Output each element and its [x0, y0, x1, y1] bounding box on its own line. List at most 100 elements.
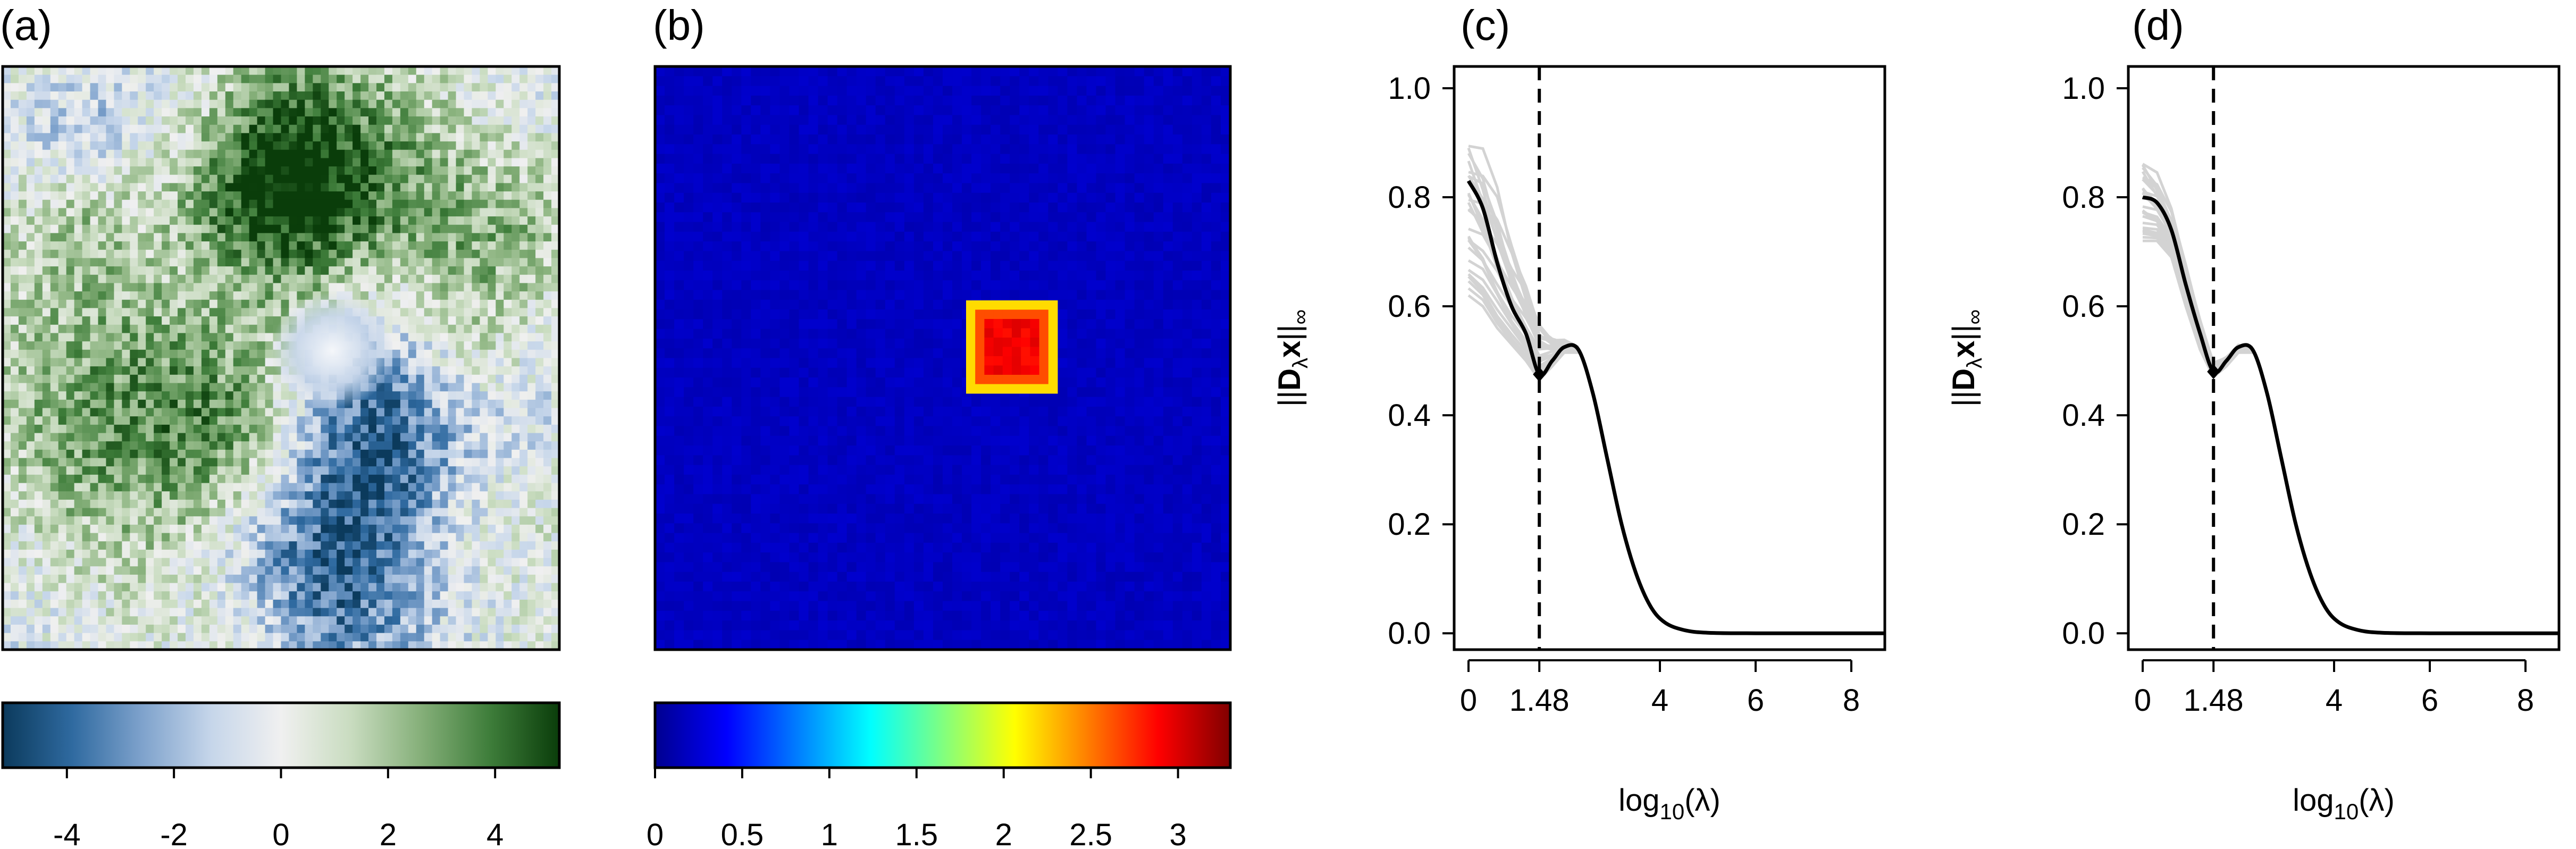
heatmap-cell: [98, 424, 107, 434]
heatmap-cell: [440, 308, 449, 317]
heatmap-cell: [50, 124, 59, 133]
heatmap-cell: [225, 258, 234, 267]
heatmap-cell: [1105, 66, 1116, 77]
heatmap-cell: [138, 416, 146, 425]
heatmap-cell: [551, 191, 559, 200]
heatmap-cell: [827, 66, 838, 77]
heatmap-cell: [504, 383, 512, 392]
heatmap-cell: [233, 399, 242, 409]
heatmap-cell: [154, 624, 162, 634]
heatmap-cell: [265, 583, 274, 592]
heatmap-cell: [146, 424, 154, 434]
heatmap-cell: [66, 358, 75, 367]
heatmap-cell: [329, 599, 337, 609]
heatmap-cell: [416, 349, 425, 359]
heatmap-cell: [10, 341, 19, 350]
heatmap-cell: [400, 441, 409, 450]
heatmap-cell: [456, 66, 465, 75]
heatmap-cell: [400, 299, 409, 309]
heatmap-cell: [193, 166, 202, 175]
heatmap-cell: [416, 533, 425, 542]
heatmap-cell: [170, 524, 178, 534]
heatmap-cell: [535, 641, 544, 650]
heatmap-cell: [217, 583, 226, 592]
heatmap-cell: [313, 174, 321, 183]
heatmap-cell: [170, 408, 178, 417]
heatmap-cell: [114, 258, 122, 267]
heatmap-cell: [241, 66, 250, 75]
heatmap-cell: [114, 391, 122, 400]
heatmap-cell: [289, 549, 298, 559]
heatmap-cell: [408, 641, 417, 650]
heatmap-cell: [66, 208, 75, 217]
heatmap-cell: [10, 366, 19, 375]
heatmap-cell: [655, 76, 665, 87]
heatmap-cell: [74, 408, 83, 417]
heatmap-cell: [58, 408, 67, 417]
heatmap-cell: [90, 133, 99, 142]
heatmap-cell: [217, 549, 226, 559]
heatmap-cell: [496, 466, 504, 475]
heatmap-cell: [448, 258, 457, 267]
heatmap-cell: [527, 291, 536, 300]
heatmap-cell: [416, 99, 425, 108]
heatmap-cell: [138, 116, 146, 125]
heatmap-cell: [368, 208, 377, 217]
heatmap-cell: [225, 149, 234, 158]
heatmap-cell: [305, 616, 313, 625]
heatmap-cell: [42, 341, 51, 350]
heatmap-cell: [353, 524, 361, 534]
heatmap-cell: [392, 291, 401, 300]
heatmap-cell: [18, 283, 27, 292]
heatmap-cell: [26, 591, 35, 600]
heatmap-cell: [527, 416, 536, 425]
heatmap-cell: [90, 249, 99, 259]
heatmap-cell: [353, 549, 361, 559]
heatmap-cell: [106, 624, 114, 634]
heatmap-cell: [257, 466, 266, 475]
heatmap-cell: [345, 141, 353, 150]
heatmap-cell: [981, 66, 991, 77]
heatmap-cell: [273, 399, 282, 409]
heatmap-cell: [114, 341, 122, 350]
heatmap-cell: [50, 608, 59, 617]
heatmap-cell: [26, 274, 35, 284]
heatmap-cell: [329, 266, 337, 275]
heatmap-cell: [241, 483, 250, 492]
heatmap-cell: [440, 349, 449, 359]
heatmap-cell: [281, 491, 290, 500]
heatmap-cell: [162, 66, 170, 75]
heatmap-cell: [313, 566, 321, 575]
heatmap-cell: [432, 191, 441, 200]
heatmap-cell: [345, 241, 353, 250]
heatmap-cell: [384, 166, 393, 175]
heatmap-cell: [535, 441, 544, 450]
heatmap-cell: [146, 391, 154, 400]
heatmap-cell: [162, 324, 170, 334]
heatmap-cell: [440, 116, 449, 125]
heatmap-cell: [456, 441, 465, 450]
heatmap-cell: [98, 99, 107, 108]
heatmap-cell: [106, 566, 114, 575]
heatmap-cell: [504, 616, 512, 625]
heatmap-cell: [241, 566, 250, 575]
heatmap-cell: [408, 183, 417, 192]
heatmap-cell: [193, 299, 202, 309]
heatmap-cell: [321, 533, 329, 542]
heatmap-cell: [456, 308, 465, 317]
heatmap-cell: [480, 291, 488, 300]
heatmap-cell: [424, 224, 433, 234]
heatmap-cell: [511, 616, 520, 625]
heatmap-cell: [305, 66, 313, 75]
heatmap-cell: [392, 641, 401, 650]
heatmap-cell: [456, 633, 465, 642]
heatmap-cell: [496, 391, 504, 400]
heatmap-cell: [424, 399, 433, 409]
heatmap-cell: [353, 191, 361, 200]
heatmap-cell: [305, 141, 313, 150]
heatmap-cell: [170, 124, 178, 133]
heatmap-cell: [10, 166, 19, 175]
heatmap-cell: [440, 566, 449, 575]
heatmap-cell: [384, 66, 393, 75]
heatmap-cell: [26, 74, 35, 83]
